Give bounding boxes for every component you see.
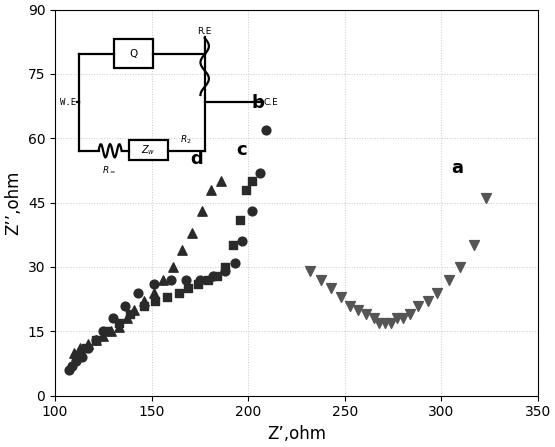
Point — [130, 306, 139, 313]
Point — [174, 289, 183, 296]
Point — [317, 276, 326, 283]
Point — [238, 238, 247, 245]
Point — [120, 302, 129, 309]
Point — [213, 272, 221, 279]
Point — [220, 268, 229, 275]
Point — [346, 302, 355, 309]
Point — [99, 328, 108, 335]
Point — [445, 276, 453, 283]
Point — [91, 336, 100, 343]
Point — [375, 319, 384, 326]
Point — [255, 169, 264, 176]
Text: d: d — [190, 150, 203, 168]
Point — [91, 336, 100, 343]
Point — [139, 302, 148, 309]
Point — [305, 268, 314, 275]
Point — [406, 311, 415, 318]
Point — [203, 276, 212, 283]
Point — [149, 281, 158, 288]
Point — [336, 293, 345, 300]
Point — [248, 207, 256, 215]
Point — [261, 126, 270, 133]
Point — [126, 311, 135, 318]
Point — [423, 298, 432, 305]
Point — [248, 177, 256, 185]
Point — [216, 177, 225, 185]
Point — [114, 319, 123, 326]
Point — [139, 298, 148, 305]
Point — [178, 246, 187, 253]
Text: a: a — [451, 159, 463, 177]
Point — [236, 216, 245, 224]
Point — [242, 186, 251, 193]
Point — [68, 362, 77, 369]
Point — [168, 263, 177, 270]
Point — [78, 354, 87, 361]
Point — [470, 242, 478, 249]
Point — [228, 242, 237, 249]
Point — [195, 276, 204, 283]
Point — [386, 319, 395, 326]
Point — [122, 315, 131, 322]
Text: b: b — [252, 94, 265, 112]
Point — [188, 229, 196, 236]
Point — [413, 302, 422, 309]
Point — [184, 285, 193, 292]
Point — [198, 207, 206, 215]
Point — [220, 263, 229, 270]
Text: c: c — [236, 141, 247, 160]
Point — [72, 358, 80, 365]
Point — [82, 345, 90, 352]
Point — [433, 289, 442, 296]
Point — [392, 315, 401, 322]
Point — [91, 336, 100, 343]
Point — [456, 263, 465, 270]
Point — [159, 276, 168, 283]
Point — [99, 332, 108, 339]
Point — [361, 311, 370, 318]
Point — [149, 289, 158, 296]
Point — [194, 281, 203, 288]
Point — [166, 276, 175, 283]
Point — [163, 293, 171, 300]
Point — [481, 195, 490, 202]
Point — [83, 341, 92, 348]
Point — [109, 315, 118, 322]
Point — [230, 259, 239, 266]
Point — [107, 328, 115, 335]
Point — [207, 186, 216, 193]
Point — [381, 319, 390, 326]
Y-axis label: Z’’,ohm: Z’’,ohm — [4, 170, 22, 235]
Point — [70, 349, 79, 356]
Point — [72, 354, 80, 361]
Point — [75, 345, 84, 352]
Point — [151, 298, 160, 305]
X-axis label: Z’,ohm: Z’,ohm — [267, 425, 326, 443]
Point — [83, 345, 92, 352]
Point — [209, 272, 218, 279]
Point — [103, 328, 112, 335]
Point — [369, 315, 378, 322]
Point — [182, 276, 191, 283]
Point — [327, 285, 336, 292]
Point — [114, 323, 123, 330]
Point — [398, 315, 407, 322]
Point — [64, 366, 73, 373]
Point — [354, 306, 362, 313]
Point — [134, 289, 143, 296]
